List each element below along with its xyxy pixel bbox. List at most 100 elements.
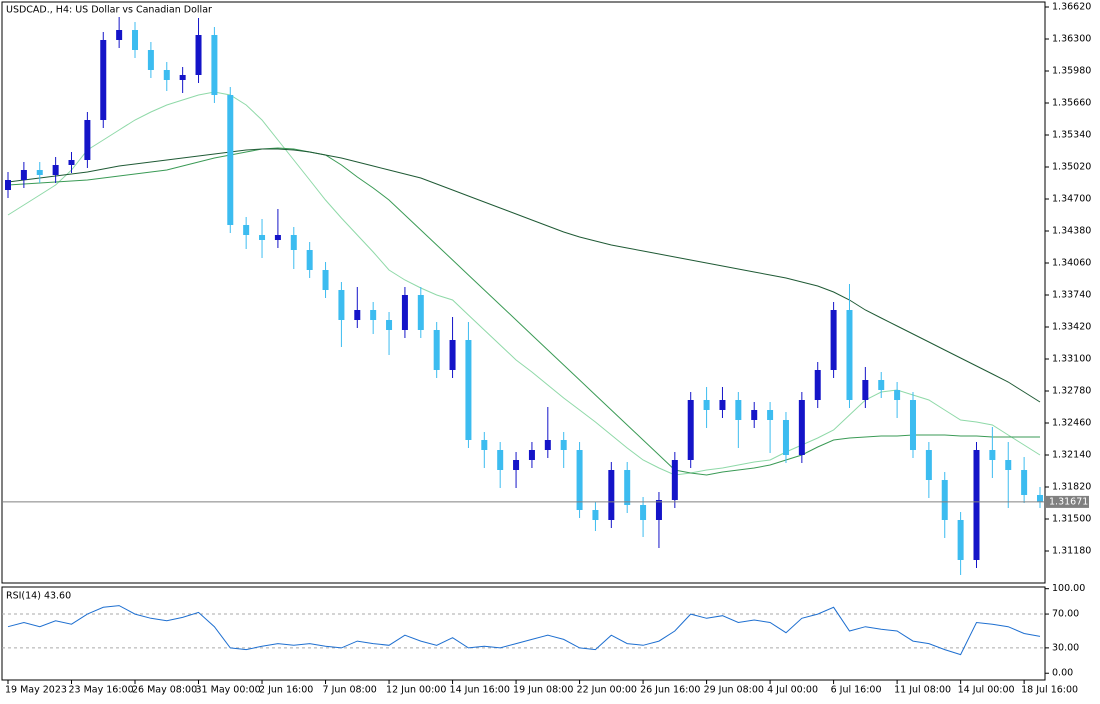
- x-tick-label: 12 Jun 00:00: [386, 685, 446, 696]
- candle-body: [259, 235, 266, 240]
- candle-body: [132, 30, 139, 50]
- x-tick-label: 22 Jun 00:00: [577, 685, 637, 696]
- candle-body: [560, 440, 567, 450]
- candle-body: [576, 450, 583, 510]
- x-tick-label: 26 Jun 16:00: [640, 685, 700, 696]
- candle-body: [782, 420, 789, 455]
- candle-body: [528, 450, 535, 460]
- candle-body: [767, 410, 774, 420]
- candle-body: [179, 75, 186, 80]
- moving-average: [7, 147, 1040, 476]
- candle-body: [1037, 495, 1043, 502]
- rsi-panel: [1, 586, 1046, 681]
- y-tick-label: 0.00: [1052, 668, 1073, 679]
- y-tick-label: 1.32460: [1052, 418, 1091, 429]
- x-tick-label: 31 May 00:00: [196, 685, 261, 696]
- candle-body: [147, 50, 154, 70]
- y-tick-label: 30.00: [1052, 642, 1079, 653]
- rsi-title: RSI(14) 43.60: [6, 591, 71, 602]
- y-tick-label: 1.36620: [1052, 2, 1091, 13]
- chart-title: USDCAD., H4: US Dollar vs Canadian Dolla…: [6, 5, 212, 16]
- x-tick-label: 11 Jul 08:00: [894, 685, 951, 696]
- candle-body: [338, 290, 345, 320]
- candle-body: [592, 510, 599, 520]
- y-tick-label: 1.36300: [1052, 34, 1091, 45]
- moving-average: [7, 148, 1041, 403]
- candle-body: [862, 380, 869, 400]
- candle-body: [227, 95, 234, 225]
- candle-body: [52, 165, 59, 175]
- candle-body: [68, 160, 75, 165]
- y-tick-label: 1.34700: [1052, 194, 1091, 205]
- x-tick-label: 2 Jun 16:00: [259, 685, 313, 696]
- candle-body: [846, 310, 853, 400]
- y-tick-label: 1.35660: [1052, 98, 1091, 109]
- candle-body: [655, 500, 662, 520]
- current-price-label: 1.31671: [1049, 496, 1088, 507]
- candle-body: [465, 340, 472, 440]
- x-tick-label: 7 Jun 08:00: [323, 685, 377, 696]
- candle-body: [433, 330, 440, 370]
- y-tick-label: 70.00: [1052, 609, 1079, 620]
- candle-body: [354, 310, 361, 320]
- y-tick-label: 1.32140: [1052, 450, 1091, 461]
- candle-body: [481, 440, 488, 450]
- candle-body: [5, 180, 11, 190]
- x-tick-label: 26 May 08:00: [132, 685, 197, 696]
- candle-body: [894, 390, 901, 400]
- x-tick-label: 19 May 2023: [5, 685, 67, 696]
- x-tick-label: 14 Jun 16:00: [450, 685, 510, 696]
- candle-body: [544, 440, 551, 450]
- x-tick-label: 14 Jul 00:00: [958, 685, 1015, 696]
- candle-body: [941, 480, 948, 520]
- y-tick-label: 100.00: [1052, 583, 1085, 594]
- candle-body: [830, 310, 837, 370]
- candle-body: [798, 400, 805, 455]
- candle-body: [497, 450, 504, 470]
- candle-body: [1005, 460, 1012, 470]
- y-tick-label: 1.35020: [1052, 162, 1091, 173]
- candle-body: [957, 520, 964, 560]
- candle-body: [513, 460, 520, 470]
- candle-body: [687, 400, 694, 460]
- candle-body: [20, 170, 27, 180]
- candle-body: [36, 170, 43, 175]
- y-tick-label: 1.34060: [1052, 258, 1091, 269]
- candle-body: [163, 70, 170, 80]
- candle-body: [878, 380, 885, 390]
- candle-body: [973, 450, 980, 560]
- candle-body: [624, 470, 631, 505]
- candle-body: [322, 270, 329, 290]
- y-tick-label: 1.31820: [1052, 482, 1091, 493]
- price-panel: [1, 1, 1046, 584]
- x-tick-label: 23 May 16:00: [69, 685, 134, 696]
- y-tick-label: 1.33100: [1052, 354, 1091, 365]
- y-tick-label: 1.35980: [1052, 66, 1091, 77]
- candle-body: [640, 505, 647, 520]
- candle-body: [449, 340, 456, 370]
- candle-body: [417, 295, 424, 330]
- candle-body: [925, 450, 932, 480]
- candle-body: [211, 35, 218, 95]
- candle-body: [608, 470, 615, 520]
- candle-body: [735, 400, 742, 420]
- y-tick-label: 1.35340: [1052, 130, 1091, 141]
- x-tick-label: 6 Jul 16:00: [831, 685, 882, 696]
- candle-body: [1021, 470, 1028, 495]
- candle-body: [719, 400, 726, 410]
- candle-body: [909, 400, 916, 450]
- y-tick-label: 1.31500: [1052, 514, 1091, 525]
- x-tick-label: 18 Jul 16:00: [1021, 685, 1078, 696]
- x-tick-label: 29 Jun 08:00: [704, 685, 764, 696]
- current-price-box: [1046, 495, 1089, 508]
- y-tick-label: 1.33420: [1052, 322, 1091, 333]
- candle-body: [116, 30, 123, 40]
- candle-body: [274, 235, 281, 240]
- y-tick-label: 1.34380: [1052, 226, 1091, 237]
- candle-body: [84, 120, 91, 160]
- candle-body: [703, 400, 710, 410]
- candle-body: [243, 225, 250, 235]
- rsi-line: [7, 605, 1041, 656]
